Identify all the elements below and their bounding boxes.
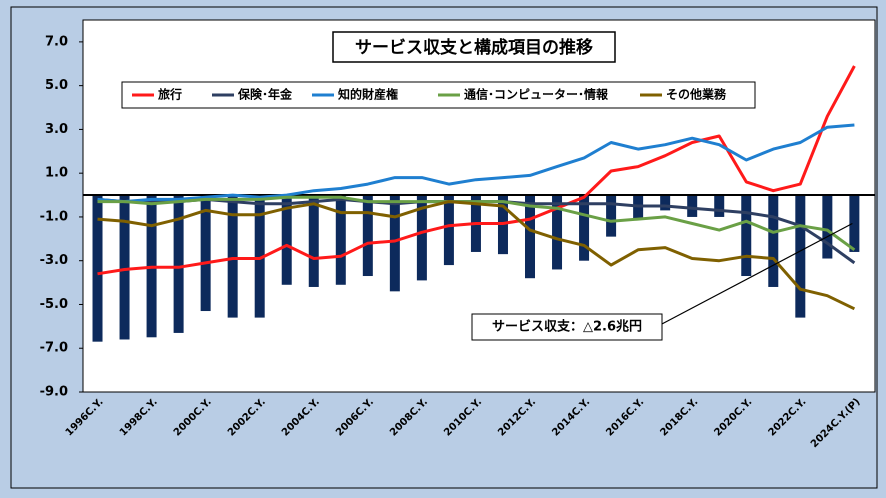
- bar: [416, 195, 427, 281]
- bar: [362, 195, 373, 277]
- y-tick-label: -5.0: [40, 297, 68, 312]
- bar: [443, 195, 454, 266]
- bar: [579, 195, 590, 261]
- bar: [200, 195, 211, 312]
- bar: [308, 195, 319, 287]
- bar: [714, 195, 725, 217]
- series-line: [97, 195, 856, 252]
- legend-label: 知的財産権: [337, 87, 398, 102]
- legend-label: 保険･年金: [237, 87, 293, 102]
- annotation: サービス収支：△2.6兆円: [492, 319, 642, 335]
- y-tick-label: -1.0: [40, 209, 68, 224]
- y-tick-label: 3.0: [45, 122, 68, 137]
- y-tick-label: 1.0: [45, 166, 68, 181]
- legend-label: 旅行: [158, 87, 182, 102]
- annotation-arrow: [659, 222, 853, 326]
- bar: [822, 195, 833, 259]
- bar: [335, 195, 346, 285]
- bar: [525, 195, 536, 279]
- bar: [173, 195, 184, 333]
- bar: [687, 195, 698, 217]
- y-tick-label: -9.0: [40, 385, 68, 400]
- title-box: [332, 31, 616, 63]
- series-line: [97, 200, 856, 311]
- bar: [660, 195, 671, 211]
- legend-label: 通信･コンピューター･情報: [464, 87, 609, 102]
- legend-label: その他業務: [666, 87, 727, 102]
- bar: [768, 195, 779, 287]
- bar: [281, 195, 292, 285]
- bar: [227, 195, 238, 318]
- annotation-box: [471, 313, 663, 341]
- bar: [92, 195, 103, 342]
- y-tick-label: 5.0: [45, 78, 68, 93]
- y-tick-label: -3.0: [40, 253, 68, 268]
- series-line: [97, 123, 855, 204]
- bar: [119, 195, 130, 340]
- bar: [741, 195, 752, 277]
- bar: [795, 195, 806, 318]
- bar: [254, 195, 265, 318]
- y-tick-label: -7.0: [40, 341, 68, 356]
- chart-title: サービス収支と構成項目の推移: [355, 37, 593, 58]
- bar: [606, 195, 617, 237]
- bar: [552, 195, 563, 270]
- bar: [389, 195, 400, 292]
- y-tick-label: 7.0: [45, 34, 68, 49]
- bar: [849, 195, 860, 252]
